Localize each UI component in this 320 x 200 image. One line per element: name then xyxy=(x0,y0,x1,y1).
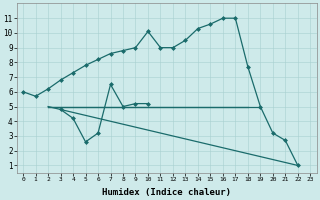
X-axis label: Humidex (Indice chaleur): Humidex (Indice chaleur) xyxy=(102,188,231,197)
